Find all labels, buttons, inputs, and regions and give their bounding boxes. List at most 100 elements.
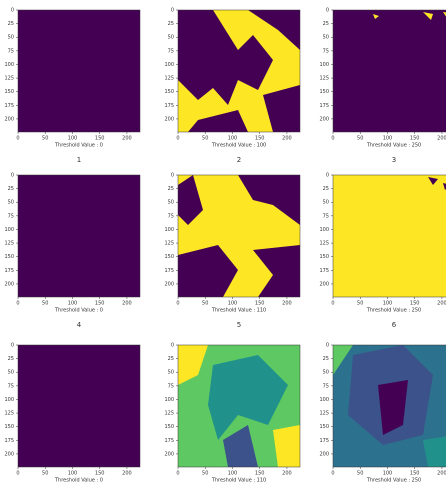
y-tick-label: 75 <box>8 48 14 54</box>
y-tick-label: 125 <box>4 76 14 82</box>
panel: 0255075100125150175200050100150200Thresh… <box>319 8 446 165</box>
y-tick-label: 75 <box>8 383 14 389</box>
x-axis-label: Threshold Value : 250 <box>366 478 421 482</box>
y-tick-label: 125 <box>164 76 174 82</box>
panel: 0255075100125150175200050100150200Thresh… <box>164 173 300 330</box>
y-tick-label: 200 <box>164 116 174 122</box>
x-tick-label: 0 <box>331 471 334 477</box>
y-tick-label: 125 <box>319 241 329 247</box>
x-tick-label: 0 <box>176 136 179 142</box>
x-tick-label: 150 <box>255 301 265 307</box>
x-axis-label: Threshold Value : 250 <box>366 143 421 149</box>
x-tick-label: 200 <box>122 301 132 307</box>
y-tick-label: 200 <box>319 281 329 287</box>
figure: 0255075100125150175200050100150200Thresh… <box>0 0 446 482</box>
x-tick-label: 100 <box>228 301 238 307</box>
y-tick-label: 100 <box>4 397 14 403</box>
x-tick-label: 200 <box>282 301 292 307</box>
y-tick-label: 0 <box>171 8 174 14</box>
x-tick-label: 50 <box>202 136 208 142</box>
panel-caption: 1 <box>77 156 81 164</box>
y-tick-label: 125 <box>164 241 174 247</box>
y-tick-label: 100 <box>164 397 174 403</box>
y-tick-label: 50 <box>323 200 329 206</box>
panel-caption: 4 <box>77 321 82 329</box>
x-tick-label: 50 <box>357 301 363 307</box>
y-tick-label: 0 <box>171 343 174 349</box>
x-tick-label: 50 <box>357 471 363 477</box>
panel-caption: 3 <box>392 156 396 164</box>
y-tick-label: 50 <box>8 370 14 376</box>
x-tick-label: 150 <box>95 301 105 307</box>
y-tick-label: 50 <box>168 200 174 206</box>
y-tick-label: 50 <box>323 35 329 41</box>
x-tick-label: 200 <box>437 301 446 307</box>
x-tick-label: 150 <box>410 301 420 307</box>
y-tick-label: 150 <box>319 254 329 260</box>
y-tick-label: 0 <box>171 173 174 179</box>
y-tick-label: 150 <box>319 89 329 95</box>
panel: 0255075100125150175200050100150200Thresh… <box>4 343 140 482</box>
x-axis-label: Threshold Value : 0 <box>54 478 103 482</box>
x-axis-label: Threshold Value : 110 <box>211 308 266 314</box>
x-tick-label: 50 <box>202 471 208 477</box>
y-tick-label: 75 <box>168 48 174 54</box>
y-tick-label: 0 <box>11 343 14 349</box>
x-tick-label: 0 <box>16 471 19 477</box>
y-tick-label: 150 <box>164 424 174 430</box>
y-tick-label: 25 <box>323 21 329 27</box>
x-tick-label: 0 <box>176 301 179 307</box>
panel-caption: 6 <box>392 321 397 329</box>
x-tick-label: 150 <box>255 136 265 142</box>
y-tick-label: 175 <box>319 103 329 109</box>
y-tick-label: 200 <box>164 451 174 457</box>
y-tick-label: 50 <box>8 200 14 206</box>
image <box>18 10 140 132</box>
x-tick-label: 0 <box>331 301 334 307</box>
y-tick-label: 150 <box>164 254 174 260</box>
x-tick-label: 100 <box>68 136 78 142</box>
x-tick-label: 150 <box>410 136 420 142</box>
x-tick-label: 100 <box>383 471 393 477</box>
y-tick-label: 100 <box>164 62 174 68</box>
y-tick-label: 75 <box>168 383 174 389</box>
x-tick-label: 100 <box>68 471 78 477</box>
x-tick-label: 200 <box>282 471 292 477</box>
y-tick-label: 150 <box>4 424 14 430</box>
y-tick-label: 50 <box>8 35 14 41</box>
panel-caption: 2 <box>237 156 241 164</box>
y-tick-label: 125 <box>4 241 14 247</box>
y-tick-label: 150 <box>4 89 14 95</box>
x-tick-label: 100 <box>228 471 238 477</box>
x-axis-label: Threshold Value : 250 <box>366 308 421 314</box>
y-tick-label: 0 <box>326 173 329 179</box>
image <box>333 175 446 297</box>
y-tick-label: 125 <box>4 411 14 417</box>
y-tick-label: 50 <box>323 370 329 376</box>
x-tick-label: 200 <box>437 136 446 142</box>
x-tick-label: 200 <box>122 471 132 477</box>
x-axis-label: Threshold Value : 0 <box>54 143 103 149</box>
x-tick-label: 150 <box>95 471 105 477</box>
x-tick-label: 50 <box>357 136 363 142</box>
x-tick-label: 100 <box>228 136 238 142</box>
y-tick-label: 150 <box>164 89 174 95</box>
x-tick-label: 50 <box>202 301 208 307</box>
y-tick-label: 75 <box>323 383 329 389</box>
x-axis-label: Threshold Value : 0 <box>54 308 103 314</box>
y-tick-label: 100 <box>319 397 329 403</box>
x-tick-label: 0 <box>16 136 19 142</box>
y-tick-label: 0 <box>11 173 14 179</box>
x-tick-label: 0 <box>16 301 19 307</box>
x-tick-label: 100 <box>383 136 393 142</box>
x-tick-label: 200 <box>282 136 292 142</box>
y-tick-label: 25 <box>168 356 174 362</box>
y-tick-label: 0 <box>326 8 329 14</box>
y-tick-label: 75 <box>323 213 329 219</box>
x-tick-label: 100 <box>68 301 78 307</box>
y-tick-label: 100 <box>4 227 14 233</box>
